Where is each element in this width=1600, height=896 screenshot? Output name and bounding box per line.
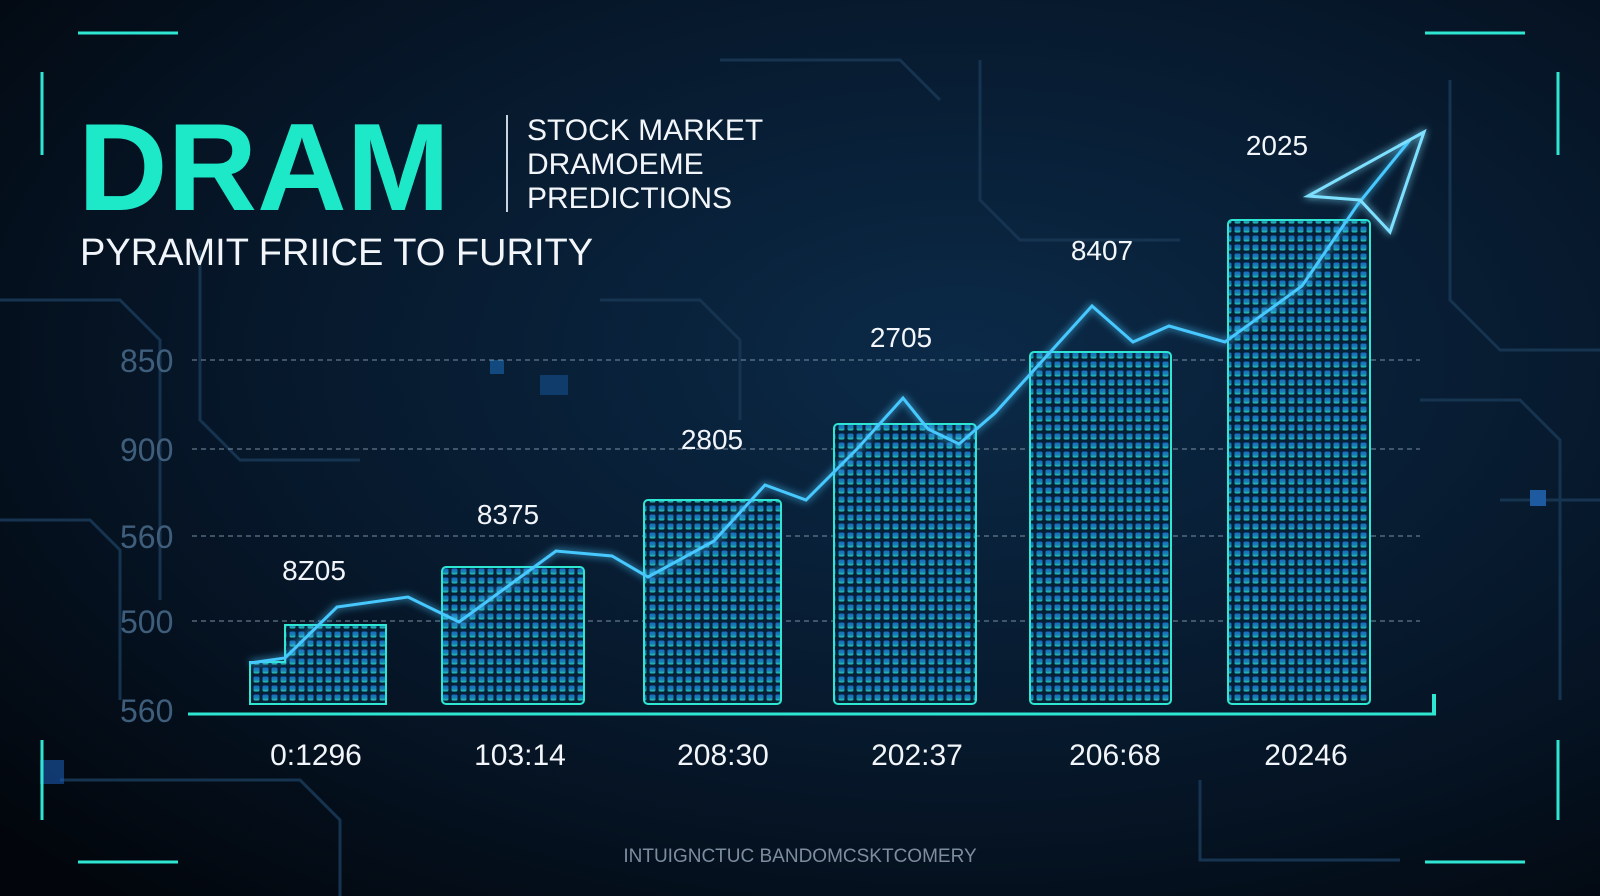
side-line: DRAMOEME bbox=[527, 148, 704, 181]
circuit-decoration bbox=[0, 58, 1600, 896]
side-line: PREDICTIONS bbox=[527, 182, 732, 215]
annotation: 8375 bbox=[477, 499, 539, 530]
x-label: 20246 bbox=[1264, 739, 1347, 772]
axis-label: 560 bbox=[120, 693, 173, 729]
subtitle: PYRAMIT FRIICE TO FURITY bbox=[80, 232, 593, 274]
x-label: 206:68 bbox=[1069, 739, 1161, 772]
x-label: 202:37 bbox=[871, 739, 963, 772]
annotation: 8Z05 bbox=[282, 555, 346, 586]
bar bbox=[643, 499, 782, 705]
axis-label: 500 bbox=[120, 604, 173, 640]
bar bbox=[833, 423, 977, 705]
trend-line bbox=[249, 128, 1427, 665]
footer: INTUIGNCTUC BANDOMCSKTCOMERY bbox=[623, 846, 977, 867]
bar bbox=[1227, 219, 1371, 705]
arrow-head bbox=[1302, 128, 1427, 235]
x-label: 208:30 bbox=[677, 739, 769, 772]
annotation: 2025 bbox=[1246, 130, 1308, 161]
annotation: 2705 bbox=[870, 322, 932, 353]
trend-path bbox=[249, 139, 1412, 665]
grid bbox=[188, 359, 1436, 716]
side-line: STOCK MARKET bbox=[527, 114, 763, 147]
axis-label: 850 bbox=[120, 343, 173, 379]
title: DRAM bbox=[78, 99, 450, 237]
annotation: 2805 bbox=[681, 424, 743, 455]
bar bbox=[1029, 351, 1172, 705]
axis-label: 900 bbox=[120, 432, 173, 468]
x-label: 103:14 bbox=[474, 739, 566, 772]
axis-label: 560 bbox=[120, 519, 173, 555]
x-label: 0:1296 bbox=[270, 739, 362, 772]
annotation: 8407 bbox=[1071, 235, 1133, 266]
bars bbox=[249, 219, 1371, 705]
bar bbox=[441, 566, 585, 705]
frame-corners bbox=[40, 31, 1560, 864]
